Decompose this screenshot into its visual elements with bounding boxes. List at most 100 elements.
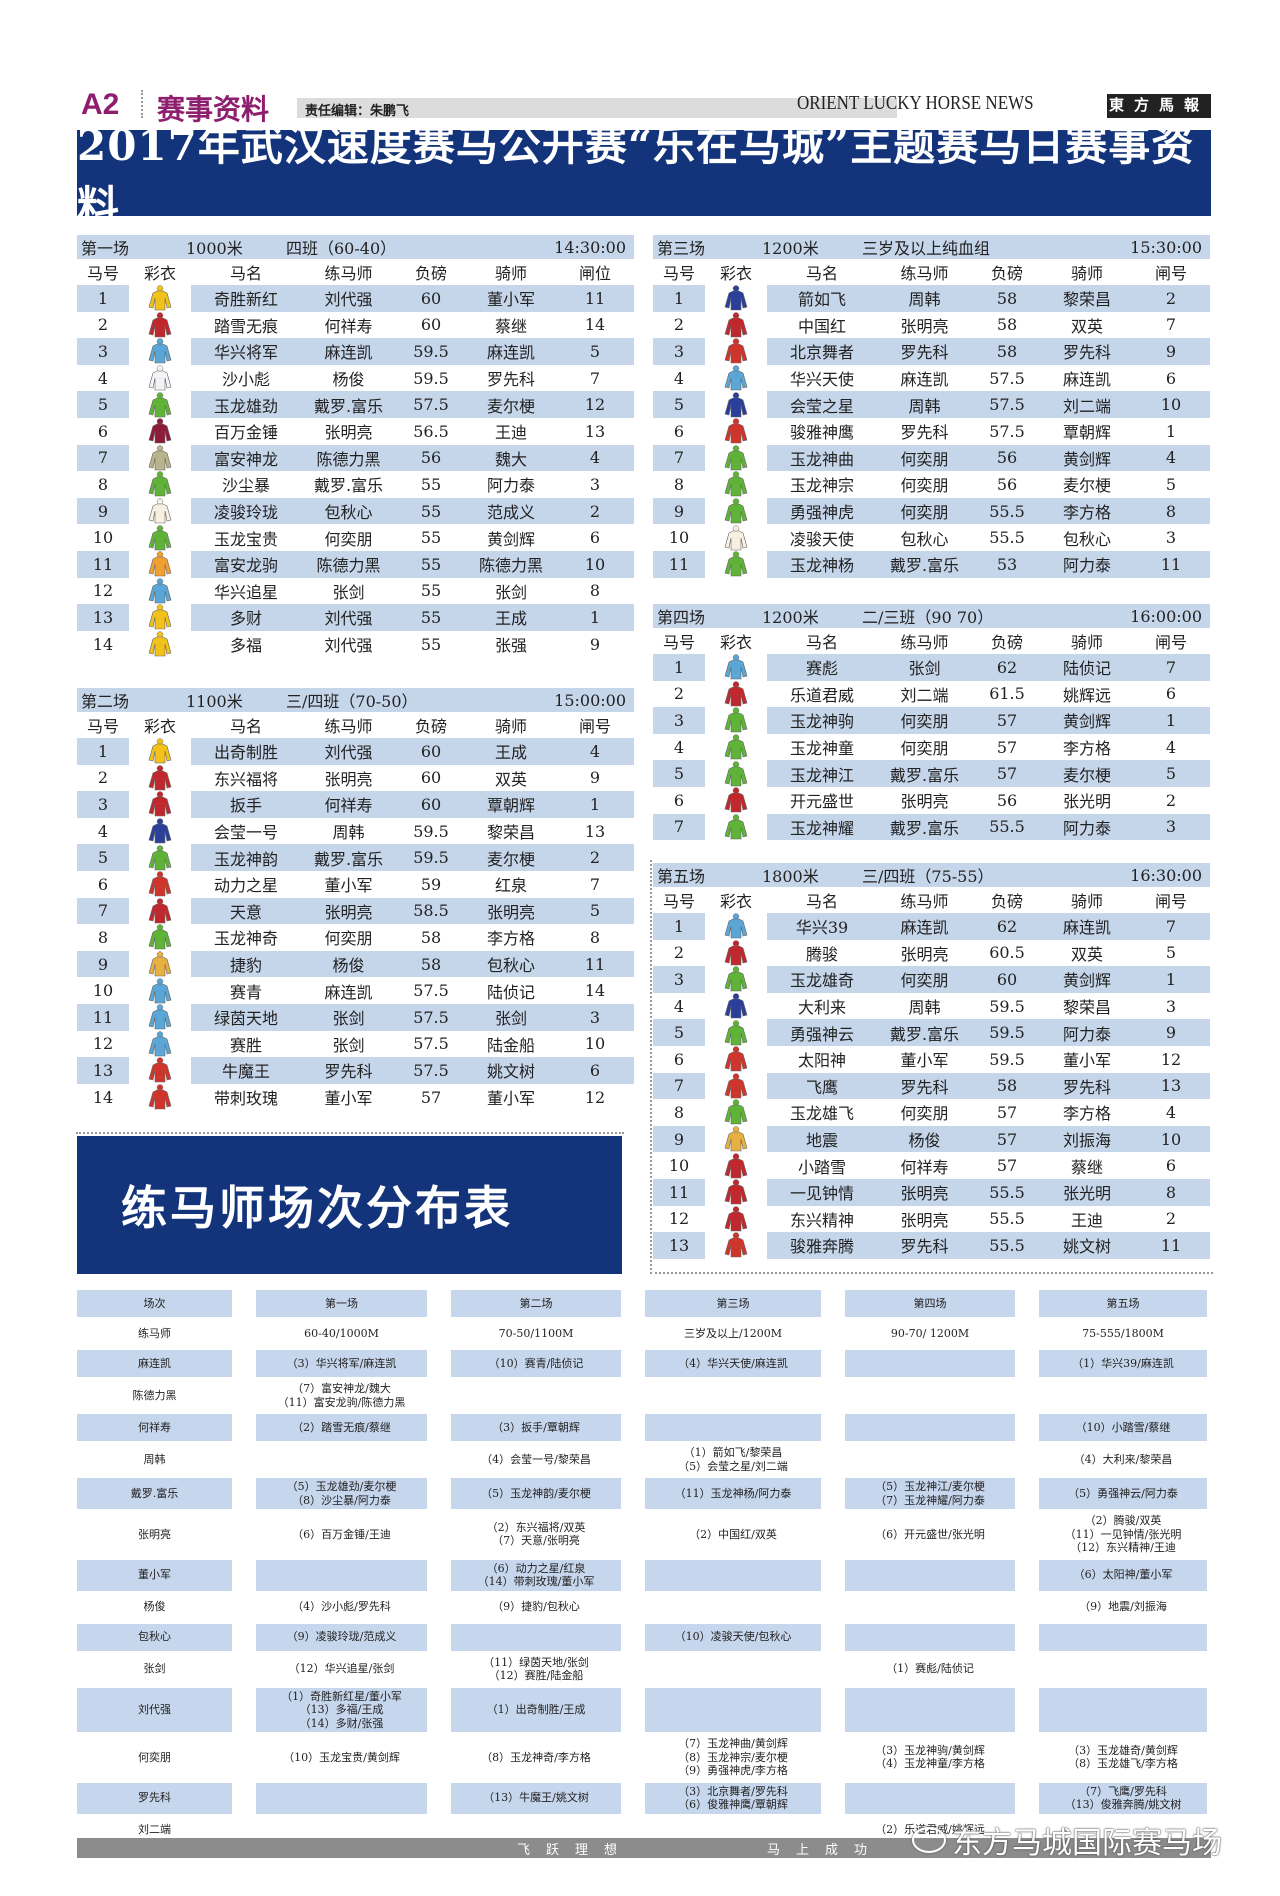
entry-cell: （3）扳手/覃朝辉	[451, 1414, 621, 1441]
horse-number: 1	[673, 288, 685, 308]
horse-name: 玉龙雄飞	[789, 1104, 854, 1124]
horse-name: 百万金锤	[213, 423, 278, 443]
cell-line: （2）中国红/双英	[689, 1527, 777, 1541]
horse-number: 6	[97, 874, 109, 894]
race-distance: 1200米	[762, 608, 819, 627]
entry-cell: （4）沙小彪/罗先科	[256, 1594, 427, 1621]
cell-line: （2）踏雪无痕/蔡继	[292, 1420, 391, 1434]
cell-line: （11）绿茵天地/张剑	[483, 1655, 589, 1669]
trainer: 张明亮	[324, 423, 373, 443]
cell-line: （9）捷豹/包秋心	[492, 1600, 580, 1614]
weight: 53	[996, 554, 1018, 574]
entry-cell: 第一场	[256, 1290, 427, 1317]
draw: 13	[584, 421, 606, 441]
weight: 57	[996, 764, 1018, 784]
trainer: 何奕朋	[900, 503, 949, 523]
column-header: 骑师	[1070, 633, 1103, 652]
trainer: 刘二端	[900, 685, 949, 705]
jockey: 黄剑辉	[1062, 712, 1111, 732]
column-header: 马名	[229, 717, 262, 736]
table-row: 10 凌骏天使 包秋心 55.5 包秋心 3	[653, 524, 1210, 551]
horse-number: 6	[97, 421, 109, 441]
jockey-silk-icon	[129, 471, 191, 497]
cell-line: （5）玉龙雄劲/麦尔梗	[286, 1480, 397, 1493]
entry-cell	[845, 1594, 1015, 1621]
horse-number: 7	[673, 448, 685, 468]
cell-line: 刘代强	[138, 1703, 171, 1716]
weight: 57	[996, 1129, 1018, 1149]
table-row: 3 玉龙神驹 何奕朋 57 黄剑辉 1	[653, 707, 1210, 734]
table-row: 2 腾骏 张明亮 60.5 双英 5	[653, 940, 1210, 967]
jockey-silk-icon	[705, 498, 767, 524]
entry-cell: （7）玉龙神曲/黄剑辉 （8）玉龙神宗/麦尔梗 （9）勇强神虎/李方格	[645, 1735, 821, 1780]
cell-line: （10）赛青/陆侦记	[488, 1356, 584, 1370]
horse-number: 3	[673, 341, 685, 361]
horse-number: 14	[92, 1087, 114, 1107]
horse-number: 11	[668, 554, 690, 574]
entry-cell: （3）华兴将军/麻连凯	[256, 1350, 427, 1377]
jockey-silk-icon	[705, 707, 767, 733]
column-header: 闸号	[1154, 264, 1187, 283]
cell-line: （1）赛彪/陆侦记	[886, 1662, 974, 1676]
table-row: 4 会莹一号 周韩 59.5 黎荣昌 13	[77, 818, 634, 845]
table-row: 13 多财 刘代强 55 王成 1	[77, 604, 634, 631]
entry-cell: （10）凌骏天使/包秋心	[645, 1623, 821, 1651]
entry-cell: （3）玉龙神驹/黄剑辉 （4）玉龙神童/李方格	[845, 1735, 1015, 1780]
cell-line: 90-70/ 1200M	[890, 1326, 970, 1340]
weight: 55	[420, 501, 442, 521]
trainer: 张明亮	[324, 769, 373, 789]
horse-number: 11	[92, 554, 114, 574]
horse-number: 3	[673, 710, 685, 730]
jockey: 麻连凯	[1062, 370, 1111, 390]
horse-name: 绿茵天地	[213, 1009, 278, 1029]
entry-cell	[845, 1414, 1015, 1441]
draw: 1	[1165, 710, 1177, 730]
jockey-silk-icon	[705, 445, 767, 471]
trainer-cell: 张明亮	[77, 1512, 232, 1557]
weight: 59.5	[413, 848, 449, 868]
draw: 14	[584, 981, 606, 1001]
cell-line: （6）动力之星/红泉	[486, 1561, 586, 1575]
distribution-header-row: 场次 第一场 第二场 第三场 第四场 第五场	[77, 1290, 1211, 1317]
entry-cell	[845, 1380, 1015, 1411]
horse-name: 沙尘暴	[221, 476, 270, 496]
weight: 58	[996, 1076, 1018, 1096]
cell-line: 第一场	[325, 1296, 358, 1310]
entry-cell	[845, 1350, 1015, 1377]
horse-name: 华兴追星	[213, 582, 278, 602]
weight: 55.5	[989, 528, 1025, 548]
weight: 55	[420, 554, 442, 574]
column-header: 负磅	[414, 717, 447, 736]
trainer: 周韩	[908, 290, 941, 310]
jockey-silk-icon	[705, 913, 767, 939]
cell-line: （4）会莹一号/黎荣昌	[481, 1452, 591, 1466]
horse-name: 一见钟情	[789, 1184, 854, 1204]
draw: 3	[1165, 996, 1177, 1016]
trainer: 麻连凯	[324, 982, 373, 1002]
jockey: 张强	[494, 636, 527, 656]
horse-number: 1	[673, 916, 685, 936]
jockey-silk-icon	[129, 977, 191, 1004]
cell-line: （7）玉龙神耀/阿力泰	[875, 1493, 985, 1507]
horse-name: 开元盛世	[789, 792, 854, 812]
horse-name: 玉龙神江	[789, 765, 854, 785]
draw: 8	[589, 927, 601, 947]
weight: 55.5	[989, 817, 1025, 837]
cell-line: （6）俊雅神鹰/覃朝辉	[678, 1798, 788, 1811]
jockey-silk-icon	[705, 391, 767, 418]
horse-name: 勇强神虎	[789, 503, 854, 523]
jockey-silk-icon	[705, 285, 767, 311]
jockey: 罗先科	[486, 370, 535, 390]
jockey-silk-icon	[129, 738, 191, 764]
table-row: 8 沙尘暴 戴罗.富乐 55 阿力泰 3	[77, 471, 634, 498]
footer-slogan-left: 飞跃理想	[517, 1843, 634, 1858]
newspaper-name-cn: 東方馬報	[1107, 94, 1211, 118]
draw: 7	[1165, 657, 1177, 677]
horse-number: 10	[92, 528, 114, 548]
trainer: 戴罗.富乐	[889, 1024, 960, 1044]
entry-cell: （4）会莹一号/黎荣昌	[451, 1444, 621, 1475]
jockey: 董小军	[486, 290, 535, 310]
cell-line: （2）东兴福将/双英	[486, 1520, 586, 1534]
cell-line: （8）玉龙雄飞/李方格	[1068, 1757, 1178, 1771]
draw: 7	[589, 874, 601, 894]
